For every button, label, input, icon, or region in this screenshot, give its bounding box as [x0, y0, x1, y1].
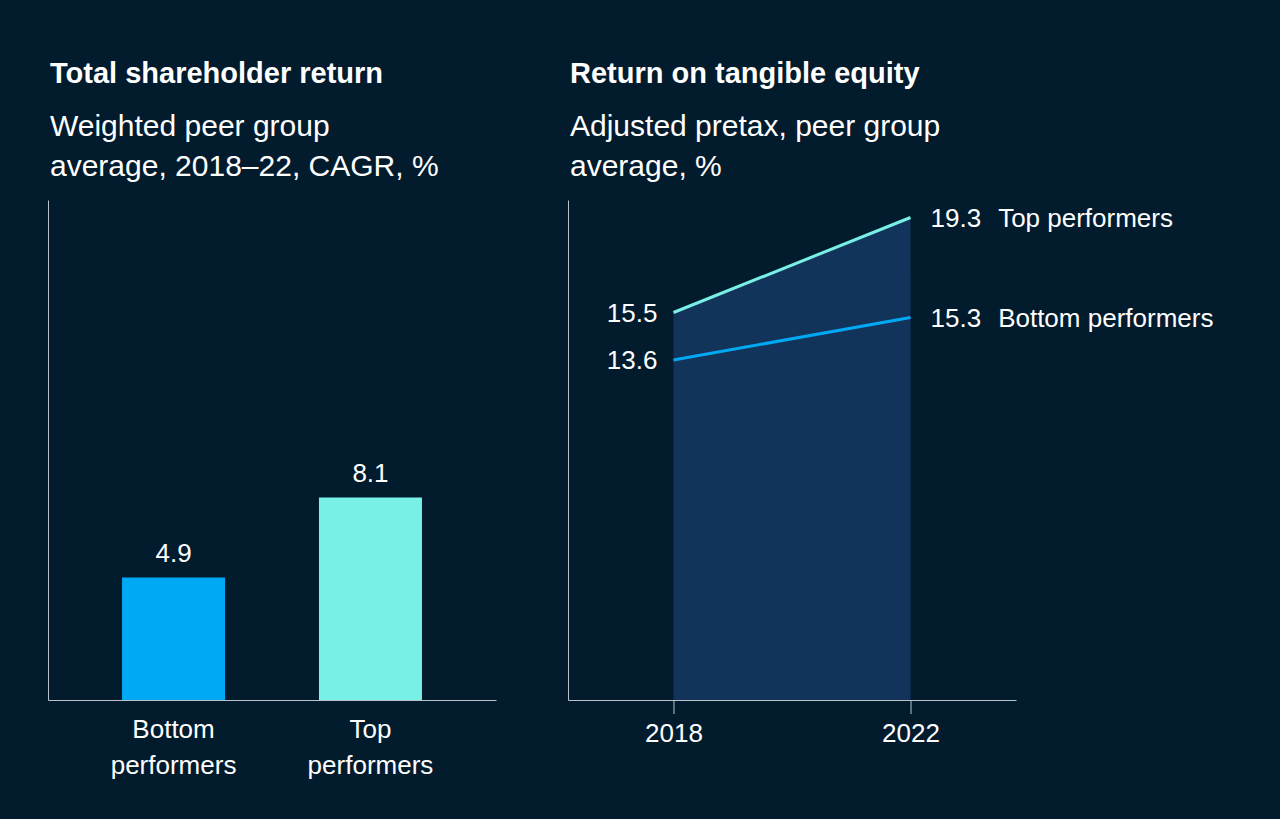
text-line: Weighted peer group: [50, 109, 330, 142]
text-line: average, 2018–22, CAGR, %: [50, 149, 439, 182]
y-axis-line: [568, 201, 569, 701]
data-label: 4.9: [155, 538, 191, 568]
text-line: Bottom: [132, 714, 214, 744]
bars: [122, 498, 422, 701]
text-line: performers: [308, 750, 434, 780]
text-line: average, %: [570, 149, 722, 182]
x-tick-label: 2022: [882, 718, 940, 748]
line: [673, 318, 910, 361]
x-tick-label: Top performers: [308, 714, 434, 780]
y-axis: [568, 201, 569, 701]
x-tick: Top performers: [308, 700, 434, 780]
data-label: 8.1: [352, 458, 388, 488]
y-axis-line: [48, 201, 49, 701]
x-axis-line: [569, 700, 1017, 701]
data-label: 19.3: [931, 203, 982, 233]
x-axis: Bottom performers Top performers: [49, 700, 497, 780]
x-tick: 2022: [882, 700, 940, 748]
x-tick-label: Bottom performers: [111, 714, 237, 780]
bar-chart: Total shareholder return Weighted peer gr…: [49, 57, 497, 780]
data-labels: 15.5 19.3 13.6 15.3 Top performers Bottom per…: [607, 203, 1214, 376]
line-chart: Return on tangible equity Adjusted pretax…: [569, 57, 1214, 748]
series-label: Bottom performers: [998, 303, 1213, 333]
figure: Total shareholder return Weighted peer gr…: [0, 0, 1280, 819]
x-axis-line: [49, 700, 497, 701]
x-tick: 2018: [645, 700, 703, 748]
area: [673, 218, 910, 701]
x-tick-mark: [673, 700, 674, 714]
chart-subtitle: Adjusted pretax, peer group average, %: [570, 109, 940, 182]
text-line: Adjusted pretax, peer group: [570, 109, 940, 142]
bar: [122, 578, 225, 701]
bar: [319, 498, 422, 701]
x-tick-mark: [911, 700, 912, 714]
x-axis: 2018 2022: [569, 700, 1017, 748]
data-label: 15.5: [607, 298, 658, 328]
data-label: 15.3: [931, 303, 982, 333]
x-tick: Bottom performers: [111, 700, 237, 780]
chart-title: Return on tangible equity: [570, 57, 920, 89]
x-tick-label: 2018: [645, 718, 703, 748]
data-labels: 4.9 8.1: [155, 458, 388, 568]
data-label: 13.6: [607, 345, 658, 375]
text-line: performers: [111, 750, 237, 780]
chart-title: Total shareholder return: [50, 57, 383, 89]
line: [673, 218, 910, 313]
text-line: Top: [350, 714, 392, 744]
chart-subtitle: Weighted peer group average, 2018–22, CAG…: [50, 109, 439, 182]
series-label: Top performers: [998, 203, 1173, 233]
plot-marks: [673, 218, 910, 701]
background: [0, 0, 1280, 819]
y-axis: [48, 201, 49, 701]
